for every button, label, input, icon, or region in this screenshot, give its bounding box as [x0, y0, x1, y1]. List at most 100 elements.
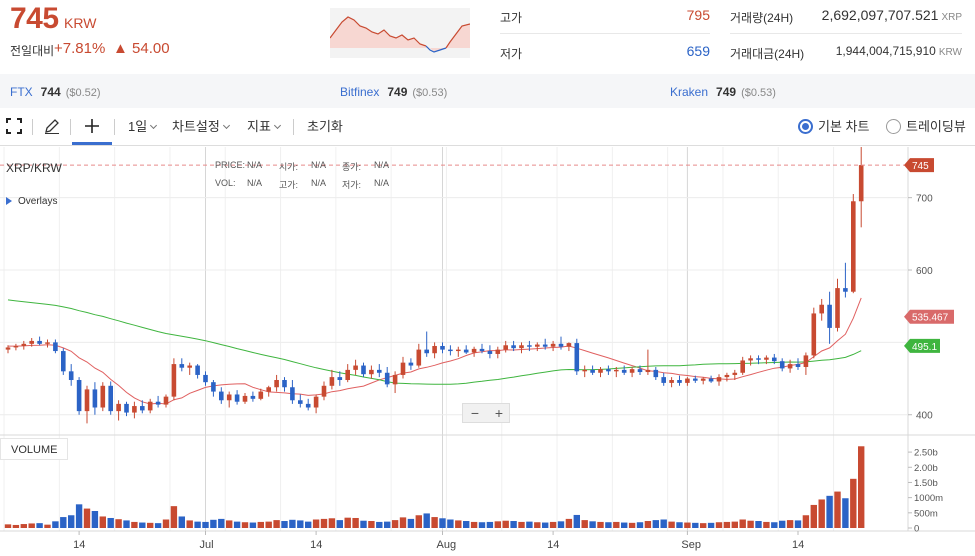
candle-body	[13, 345, 19, 348]
ohlc-price-label: PRICE:	[215, 160, 246, 170]
candle-body	[582, 369, 587, 372]
volume-tick-label: 500m	[914, 508, 938, 519]
candle-body	[574, 343, 580, 372]
ticker-header: 745 KRW 전일대비 +7.81% ▲ 54.00 고가 795 저가 65…	[0, 0, 975, 74]
candle-body	[511, 345, 516, 349]
turnover-24h-unit: KRW	[938, 47, 962, 58]
volume-bar	[455, 520, 462, 528]
volume-bar	[581, 520, 588, 528]
exchange-ftx[interactable]: FTX 744 ($0.52)	[10, 85, 101, 99]
price-chart-area[interactable]: 4005006007000500m1000m1.50b2.00b2.50b14J…	[0, 147, 975, 556]
candle-body	[377, 369, 382, 373]
ohlc-open-label: 시가:	[279, 162, 299, 172]
candlestick-chart[interactable]: 4005006007000500m1000m1.50b2.00b2.50b14J…	[0, 147, 975, 556]
draw-button[interactable]	[44, 108, 60, 146]
candle-body	[614, 369, 619, 372]
candle-body	[163, 396, 169, 405]
crosshair-icon	[85, 119, 99, 133]
crosshair-button[interactable]	[84, 108, 100, 146]
volume-bar	[692, 522, 699, 528]
ma-long-badge-text: 495.1	[912, 342, 937, 353]
candle-body	[779, 361, 785, 369]
chart-toolbar: 1일 차트설정 지표 초기화 기본 차트 트레이딩뷰	[0, 108, 975, 146]
candle-body	[329, 377, 335, 386]
volume-bars	[4, 446, 865, 528]
candle-body	[392, 374, 398, 385]
exchange-usd: ($0.52)	[65, 87, 101, 99]
turnover-24h-number: 1,944,004,715,910	[835, 44, 936, 58]
candle-body	[645, 369, 651, 373]
exchange-name: Bitfinex	[340, 85, 380, 99]
volume-bar	[328, 518, 336, 528]
exchange-kraken[interactable]: Kraken 749 ($0.53)	[670, 85, 776, 99]
volume-bar	[297, 520, 304, 528]
volume-bar	[44, 524, 51, 528]
chart-settings-dropdown[interactable]: 차트설정	[172, 108, 230, 146]
last-price-badge-text: 745	[912, 161, 929, 172]
volume-bar	[218, 518, 225, 528]
volume-bar	[668, 521, 675, 528]
volume-panel-label: VOLUME	[0, 438, 68, 460]
volume-bar	[423, 513, 430, 528]
volume-bar	[36, 523, 43, 528]
volume-bar	[463, 521, 470, 528]
volume-bar	[700, 523, 707, 528]
volume-bar	[360, 520, 367, 528]
zoom-out-button[interactable]: −	[470, 405, 480, 421]
turnover-24h-value: 1,944,004,715,910 KRW	[790, 44, 962, 58]
ma-short-badge-text: 535.467	[912, 313, 949, 324]
volume-bar	[494, 521, 501, 528]
volume-bar	[478, 522, 486, 528]
candle-body	[724, 374, 730, 378]
candle-body	[345, 369, 350, 381]
candle-body	[116, 403, 121, 412]
candle-body	[716, 377, 722, 382]
candle-body	[535, 344, 540, 347]
zoom-in-button[interactable]: +	[494, 405, 504, 421]
reset-button[interactable]: 초기화	[307, 119, 343, 134]
volume-bar	[344, 517, 351, 528]
volume-bar	[486, 521, 494, 528]
candle-body	[708, 378, 714, 382]
exchange-name: FTX	[10, 85, 33, 99]
candle-body	[108, 385, 113, 412]
candle-body	[305, 403, 311, 408]
fullscreen-button[interactable]	[6, 108, 22, 146]
price-badges: 745 535.467 495.1	[0, 158, 954, 353]
exchange-usd: ($0.53)	[412, 87, 448, 99]
sparkline-up-line	[329, 16, 427, 47]
candle-body	[629, 369, 635, 373]
radio-checked-icon	[798, 119, 813, 134]
exchange-bitfinex[interactable]: Bitfinex 749 ($0.53)	[340, 85, 447, 99]
sparkline-chart	[329, 8, 471, 58]
candle-body	[226, 394, 232, 401]
price-currency: KRW	[64, 15, 97, 31]
candle-body	[479, 348, 485, 352]
volume-bar	[68, 515, 75, 528]
candle-body	[337, 377, 343, 381]
radio-unchecked-icon	[886, 119, 901, 134]
volume-bar	[510, 521, 517, 528]
candle-body	[661, 377, 666, 383]
overlays-toggle[interactable]: Overlays	[6, 196, 57, 207]
candle-body	[21, 343, 27, 346]
ma-short-badge: 535.467	[904, 309, 954, 324]
tradingview-radio[interactable]: 트레이딩뷰	[886, 108, 966, 146]
exchange-price-bar: FTX 744 ($0.52) Bitfinex 749 ($0.53) Kraken 7…	[0, 74, 975, 108]
candle-body	[432, 345, 437, 354]
candle-body	[53, 342, 58, 352]
candle-body	[203, 374, 208, 383]
indicators-dropdown[interactable]: 지표	[247, 108, 281, 146]
ohlc-low-label: 저가:	[342, 180, 362, 190]
x-tick-label: 14	[792, 539, 804, 551]
volume-bar	[75, 504, 83, 528]
volume-bar	[415, 515, 422, 528]
candle-body	[219, 391, 224, 401]
interval-dropdown[interactable]: 1일	[128, 108, 158, 146]
basic-chart-radio[interactable]: 기본 차트	[798, 108, 869, 146]
chart-symbol: XRP/KRW	[6, 161, 62, 175]
stat-divider	[500, 33, 710, 34]
candle-body	[61, 351, 66, 372]
zoom-controls: − +	[462, 403, 510, 423]
candle-body	[685, 378, 690, 383]
